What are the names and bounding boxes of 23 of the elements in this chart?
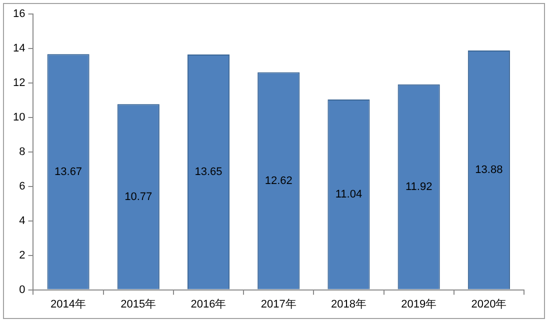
data-label: 11.92 <box>405 180 432 193</box>
data-label: 11.04 <box>335 188 362 200</box>
y-tick-label: 14 <box>12 42 26 55</box>
data-label: 13.65 <box>194 166 222 178</box>
y-tick-label: 2 <box>19 249 26 262</box>
y-tick-label: 6 <box>19 180 26 192</box>
x-tick-label: 2016年 <box>190 298 226 310</box>
y-tick-label: 0 <box>19 284 26 296</box>
x-tick-label: 2019年 <box>401 298 437 310</box>
data-label: 13.67 <box>54 166 82 178</box>
y-tick-label: 4 <box>19 214 26 227</box>
y-tick-label: 8 <box>19 146 26 158</box>
x-tick-label: 2015年 <box>120 298 156 310</box>
x-tick-label: 2020年 <box>471 298 507 310</box>
data-label: 13.88 <box>475 164 503 176</box>
x-tick-label: 2014年 <box>50 298 86 310</box>
y-tick-label: 10 <box>12 111 26 124</box>
y-tick-label: 16 <box>12 8 26 20</box>
y-tick-label: 12 <box>12 76 26 89</box>
x-tick-label: 2017年 <box>260 298 296 310</box>
data-label: 12.62 <box>264 174 292 187</box>
x-tick-label: 2018年 <box>330 298 366 310</box>
data-label: 10.77 <box>124 190 152 203</box>
